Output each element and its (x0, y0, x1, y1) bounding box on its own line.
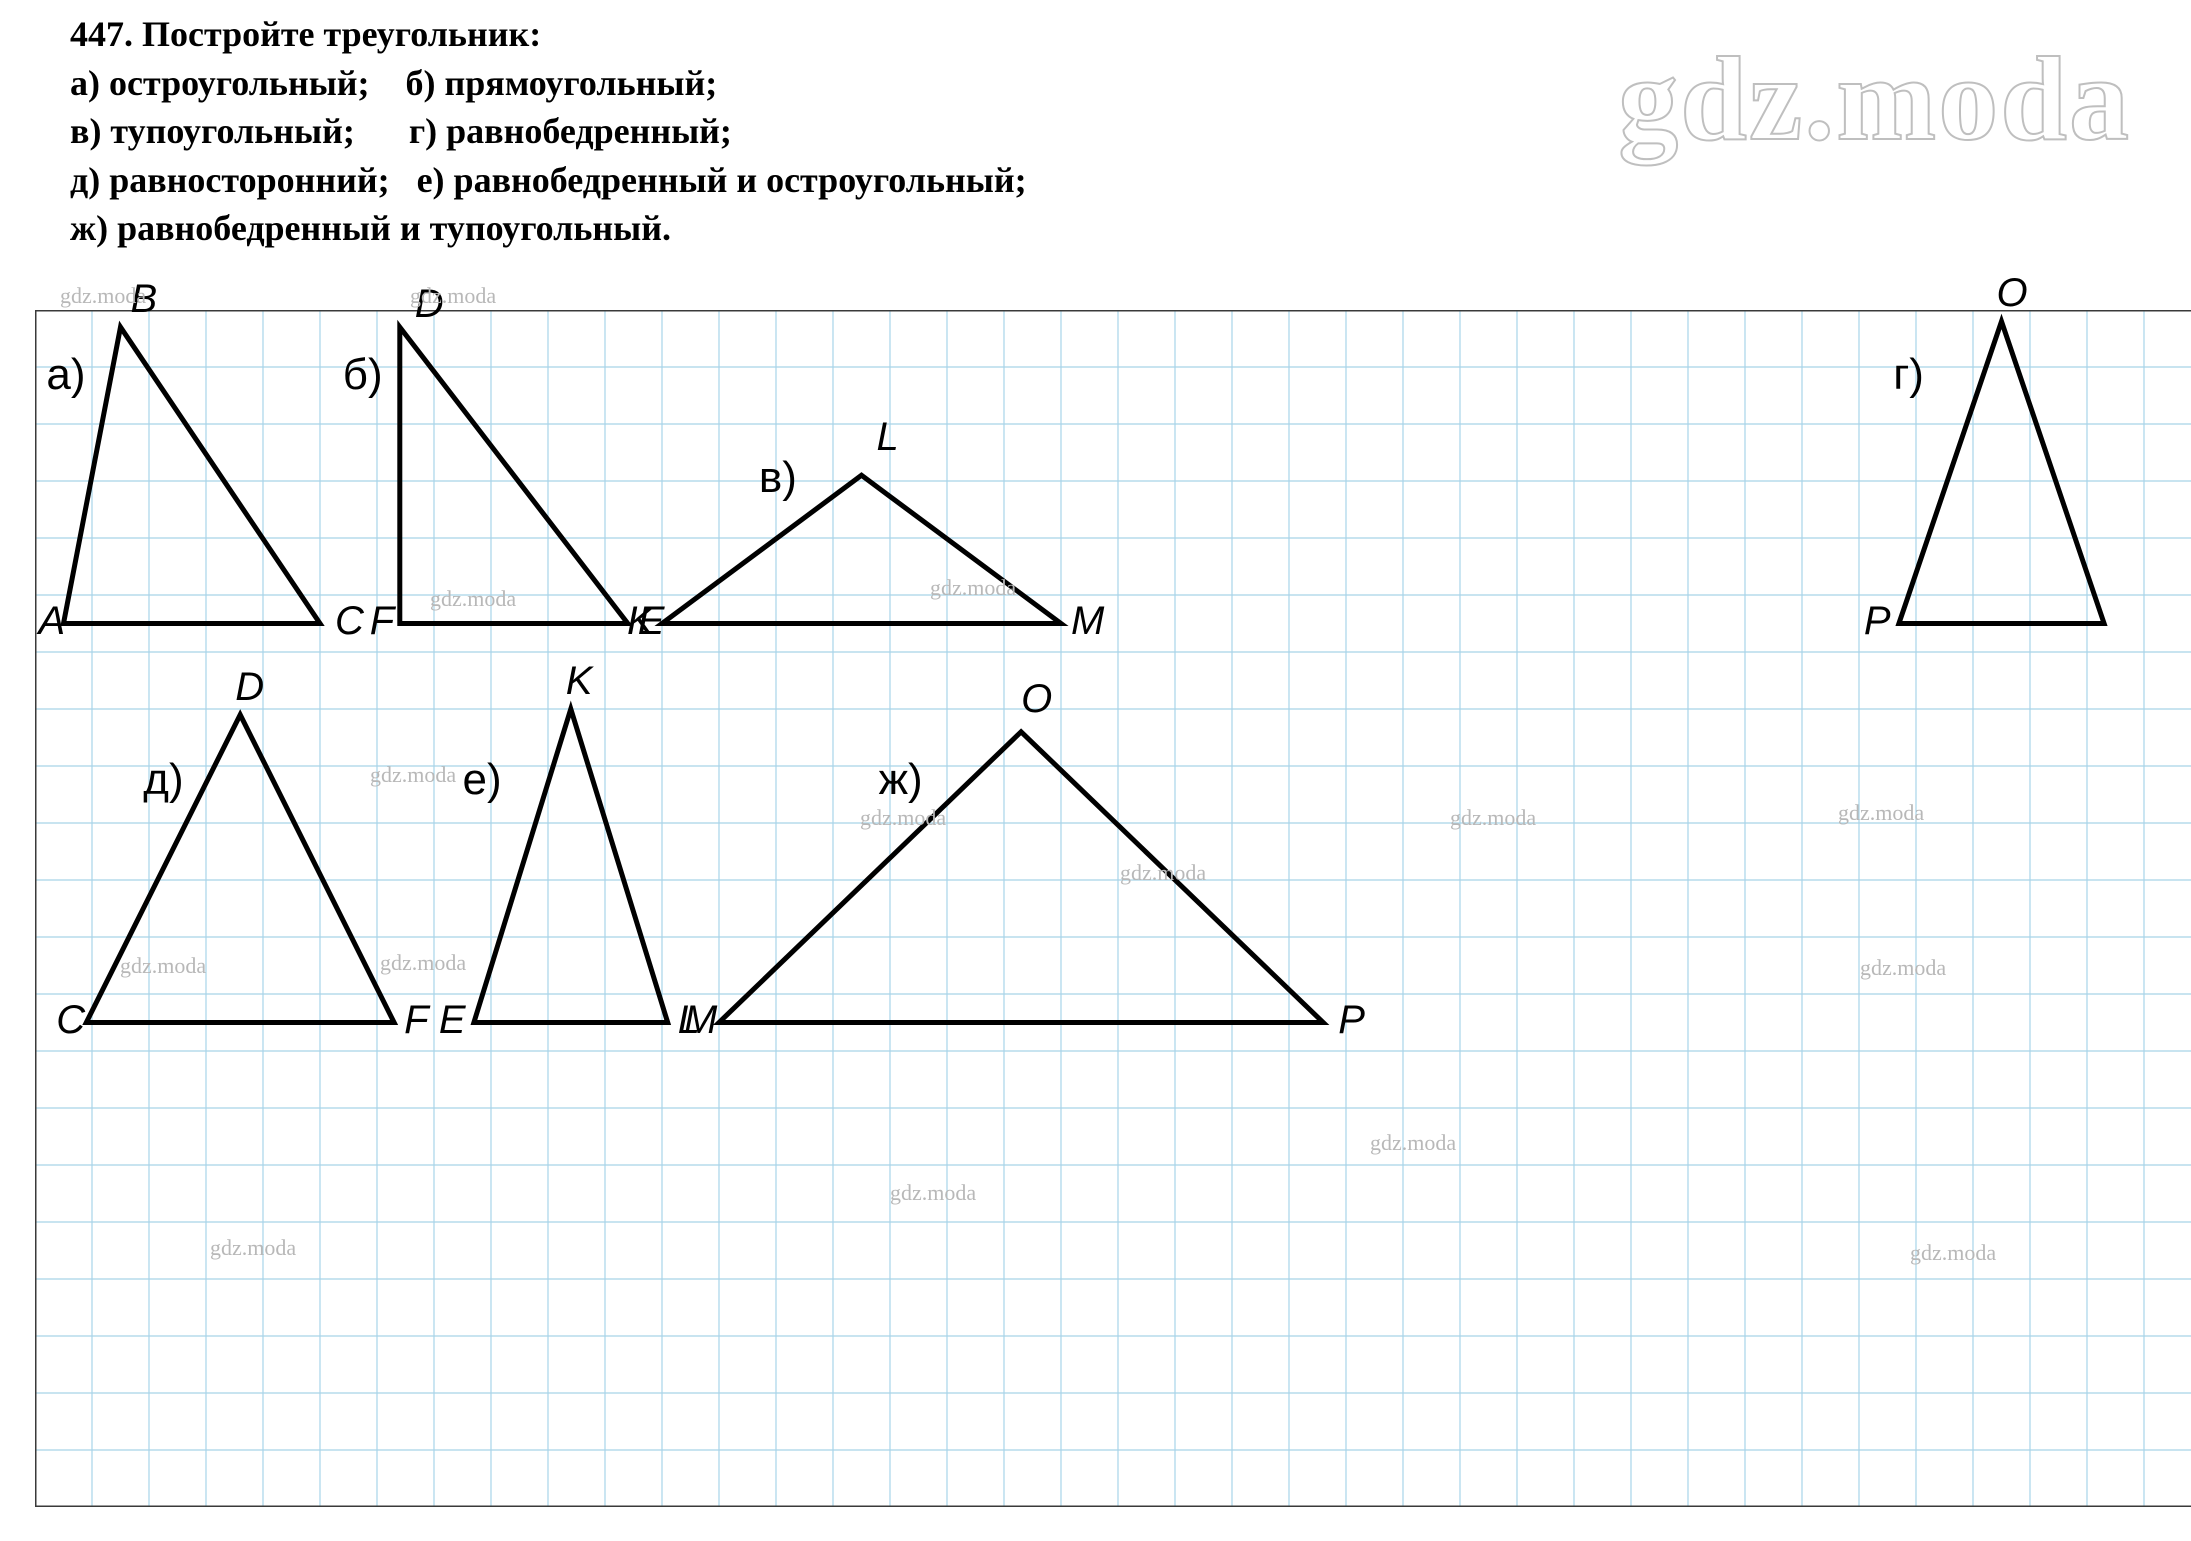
vertex-label-d-D: D (235, 665, 264, 710)
vertex-label-d-F: F (404, 998, 428, 1043)
vertex-label-zh-O: O (1021, 677, 1052, 722)
triangle-label-e: е) (463, 755, 502, 805)
part-d: д) равносторонний; (70, 160, 390, 200)
problem-text: 447. Постройте треугольник: а) остроугол… (70, 10, 1670, 253)
triangle-label-zh: ж) (879, 755, 923, 805)
part-v: в) тупоугольный; (70, 111, 355, 151)
triangle-label-d: д) (143, 755, 183, 805)
vertex-label-g-O: O (1997, 271, 2028, 316)
vertex-label-v-K: K (627, 599, 654, 644)
triangle-label-v: в) (759, 453, 797, 503)
watermark-small: gdz.moda (60, 283, 146, 309)
part-a: а) остроугольный; (70, 63, 370, 103)
triangle-label-a: а) (46, 350, 85, 400)
vertex-label-zh-M: M (684, 998, 717, 1043)
vertex-label-a-A: A (39, 599, 66, 644)
watermark-small: gdz.moda (410, 283, 496, 309)
vertex-label-e-E: E (439, 998, 466, 1043)
part-b: б) прямоугольный; (406, 63, 718, 103)
triangle-label-b: б) (343, 350, 383, 400)
vertex-label-zh-P: P (1338, 998, 1365, 1043)
vertex-label-b-E: E (638, 599, 665, 644)
problem-number: 447. (70, 14, 133, 54)
part-zh: ж) равнобедренный и тупоугольный. (70, 208, 671, 248)
vertex-label-a-B: B (131, 277, 158, 322)
part-g: г) равнобедренный; (409, 111, 732, 151)
part-e: е) равнобедренный и остроугольный; (417, 160, 1027, 200)
triangle-label-g: г) (1893, 350, 1924, 400)
vertex-label-d-C: C (56, 998, 85, 1043)
vertex-label-v-M: M (1071, 599, 1104, 644)
labels-layer: а)ABCб)DEFв)KLMг)OPд)CDFе)EKLж)MOP (35, 310, 2165, 1510)
vertex-label-b-D: D (415, 282, 444, 327)
watermark-large: gdz.moda (1618, 30, 2131, 168)
vertex-label-g-P: P (1864, 599, 1891, 644)
vertex-label-e-K: K (566, 659, 593, 704)
vertex-label-e-L: L (678, 998, 700, 1043)
problem-title: Постройте треугольник: (142, 14, 541, 54)
vertex-label-a-C: C (335, 599, 364, 644)
vertex-label-b-F: F (370, 599, 394, 644)
grid-area: а)ABCб)DEFв)KLMг)OPд)CDFе)EKLж)MOP (35, 310, 2165, 1510)
vertex-label-v-L: L (877, 415, 899, 460)
